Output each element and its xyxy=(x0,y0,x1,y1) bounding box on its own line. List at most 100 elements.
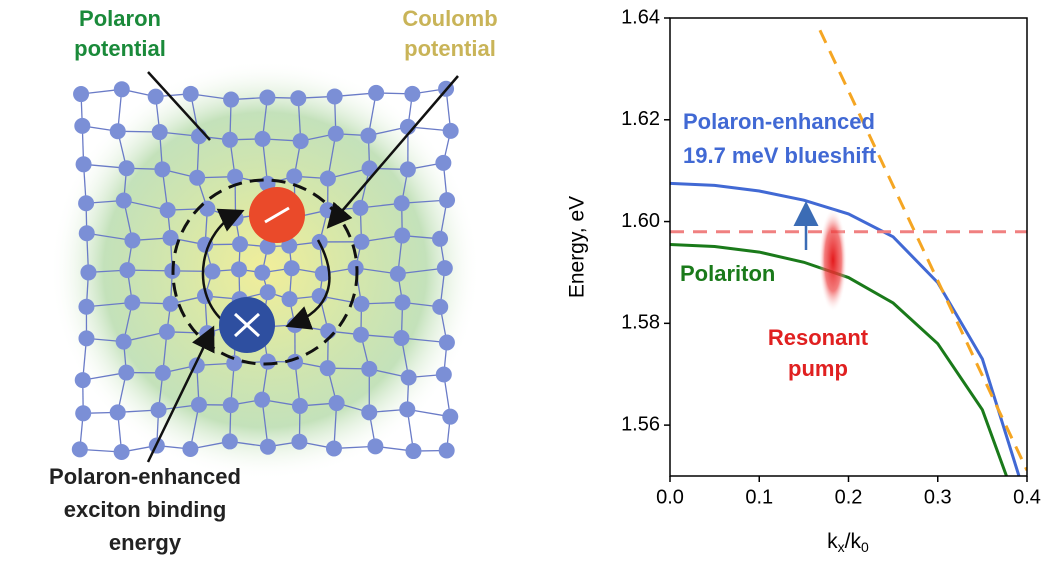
atom xyxy=(394,228,410,244)
atom xyxy=(329,395,345,411)
atom xyxy=(124,232,140,248)
atom xyxy=(222,132,238,148)
binding-label: Polaron-enhanced xyxy=(49,464,241,489)
atom xyxy=(191,397,207,413)
atom xyxy=(231,261,247,277)
x-axis-label: kx/k0 xyxy=(827,530,869,555)
atom xyxy=(393,330,409,346)
atom xyxy=(204,263,220,279)
atom xyxy=(394,195,410,211)
atom xyxy=(320,323,336,339)
atom xyxy=(75,405,91,421)
atom xyxy=(232,236,248,252)
atom xyxy=(436,367,452,383)
atom xyxy=(320,170,336,186)
x-axis-label-part: k xyxy=(827,530,838,553)
atom xyxy=(255,131,271,147)
atom xyxy=(260,354,276,370)
atom xyxy=(361,361,377,377)
atom xyxy=(182,441,198,457)
atom xyxy=(368,85,384,101)
atom xyxy=(390,266,406,282)
annotation: pump xyxy=(788,356,848,381)
coulomb-label: potential xyxy=(404,36,496,61)
x-tick-label: 0.1 xyxy=(745,486,773,508)
atom xyxy=(159,324,175,340)
annotation: Polariton xyxy=(680,261,775,286)
atom xyxy=(367,438,383,454)
diagram: Polaron potential Coulomb potential Pola… xyxy=(49,6,498,555)
atom xyxy=(189,170,205,186)
atom xyxy=(223,92,239,108)
atom xyxy=(183,86,199,102)
atom xyxy=(119,262,135,278)
atom xyxy=(353,327,369,343)
y-tick-label: 1.64 xyxy=(621,6,660,28)
atom xyxy=(260,284,276,300)
atom xyxy=(361,404,377,420)
atom xyxy=(320,360,336,376)
x-tick-label: 0.2 xyxy=(835,486,863,508)
x-axis-label-part: /k xyxy=(845,530,862,553)
pump-spot xyxy=(819,208,847,312)
atom xyxy=(360,128,376,144)
atom xyxy=(114,444,130,460)
atom xyxy=(432,299,448,315)
atom xyxy=(404,86,420,102)
atom xyxy=(439,334,455,350)
binding-label: energy xyxy=(109,530,182,555)
atom xyxy=(78,330,94,346)
atom xyxy=(442,409,458,425)
x-axis-label-part: x xyxy=(838,539,845,555)
atom xyxy=(400,161,416,177)
atom xyxy=(124,294,140,310)
atom xyxy=(114,81,130,97)
atom xyxy=(155,365,171,381)
atom xyxy=(73,86,89,102)
series-group xyxy=(670,30,1027,476)
y-tick-label: 1.62 xyxy=(621,108,660,130)
atom xyxy=(401,369,417,385)
atom xyxy=(353,296,369,312)
atom xyxy=(292,398,308,414)
atom xyxy=(327,88,343,104)
atom xyxy=(405,443,421,459)
atom xyxy=(437,260,453,276)
atom xyxy=(399,401,415,417)
atom xyxy=(72,441,88,457)
atom xyxy=(110,123,126,139)
x-axis-label-part: 0 xyxy=(861,539,869,555)
atom xyxy=(199,201,215,217)
atom xyxy=(163,296,179,312)
atom xyxy=(78,195,94,211)
annotation: Resonant xyxy=(768,325,869,350)
x-tick-label: 0.4 xyxy=(1013,486,1041,508)
atom xyxy=(116,334,132,350)
y-tick-label: 1.56 xyxy=(621,413,660,435)
atom xyxy=(293,133,309,149)
atom xyxy=(191,128,207,144)
atom xyxy=(254,265,270,281)
binding-label: exciton binding xyxy=(64,497,227,522)
atom xyxy=(443,123,459,139)
atom xyxy=(160,202,176,218)
x-tick-label: 0.0 xyxy=(656,486,684,508)
atom xyxy=(282,291,298,307)
atom xyxy=(439,443,455,459)
atom xyxy=(286,168,302,184)
atom xyxy=(223,397,239,413)
atom xyxy=(80,264,96,280)
atom xyxy=(116,193,132,209)
atom xyxy=(78,299,94,315)
atom xyxy=(291,434,307,450)
coulomb-label: Coulomb xyxy=(402,6,497,31)
atom xyxy=(432,231,448,247)
atom xyxy=(254,392,270,408)
atom xyxy=(76,156,92,172)
atom xyxy=(284,260,300,276)
atom xyxy=(435,155,451,171)
atom xyxy=(75,372,91,388)
atom xyxy=(328,126,344,142)
atom xyxy=(79,225,95,241)
